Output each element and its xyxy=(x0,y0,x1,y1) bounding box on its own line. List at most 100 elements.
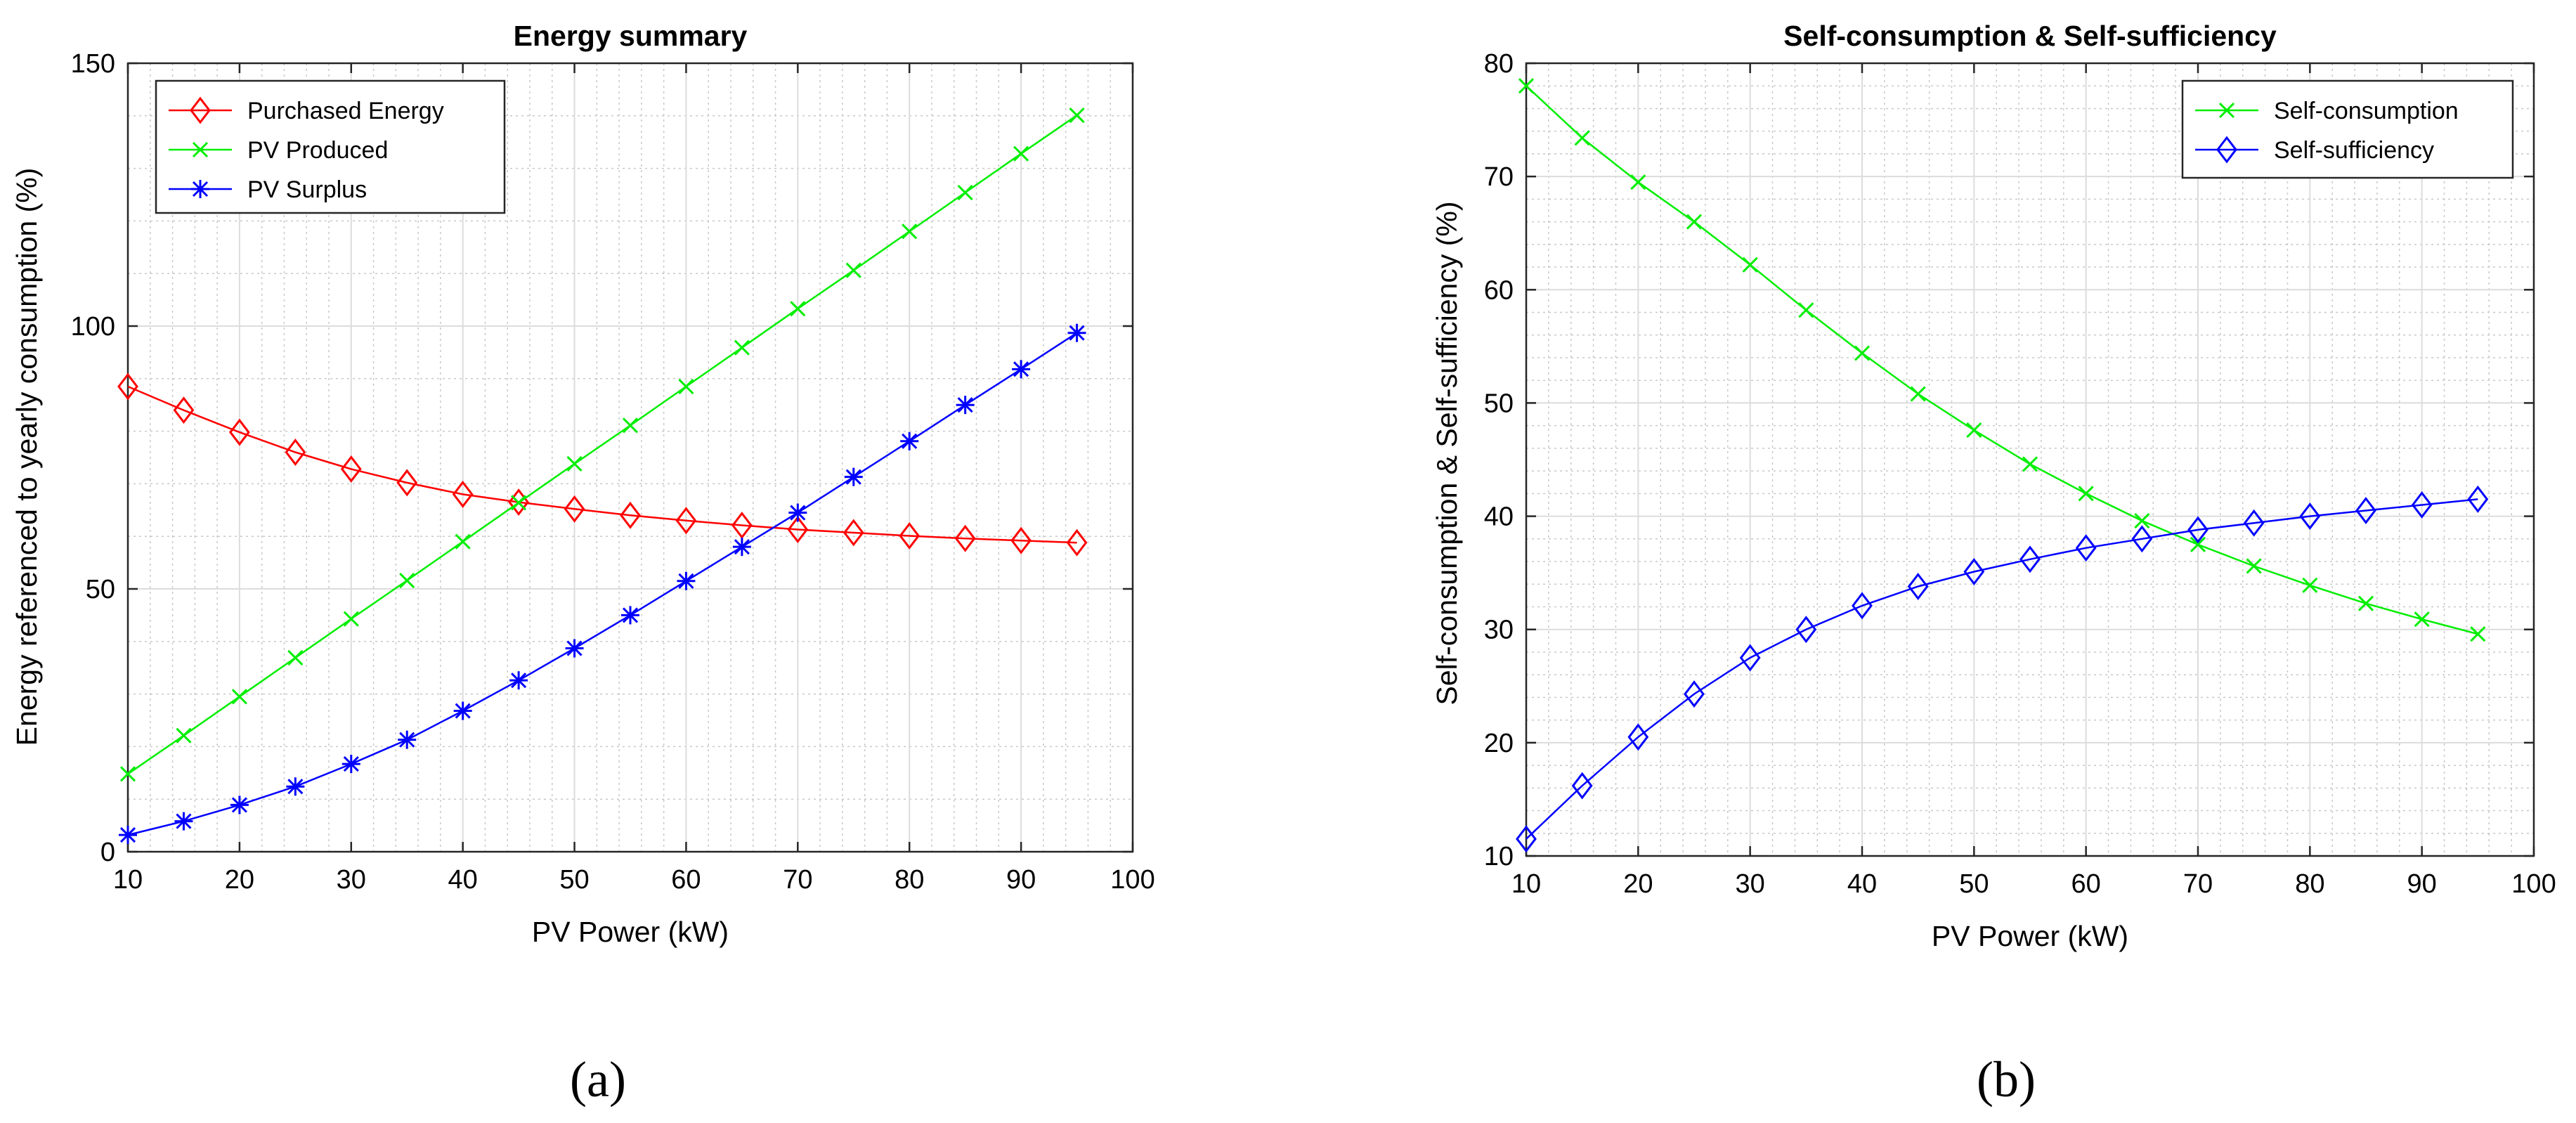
plot-area xyxy=(1526,63,2534,856)
data-point xyxy=(844,467,863,486)
data-point xyxy=(621,606,639,625)
y-tick-label: 100 xyxy=(71,312,115,342)
data-point xyxy=(511,495,527,511)
data-point xyxy=(2357,595,2374,611)
data-point xyxy=(565,639,584,658)
data-point xyxy=(1963,558,1985,586)
data-point xyxy=(119,766,136,782)
data-point xyxy=(843,519,864,547)
x-tick-label: 80 xyxy=(895,865,924,895)
axes-box xyxy=(126,62,1134,853)
data-point xyxy=(396,469,418,497)
data-point xyxy=(1066,528,1088,557)
data-point xyxy=(341,755,360,774)
legend-box xyxy=(155,79,506,214)
legend-marker xyxy=(2218,102,2235,119)
data-point xyxy=(1910,386,1926,402)
data-point xyxy=(1574,130,1590,146)
y-tick-label: 80 xyxy=(1484,49,1514,79)
data-point xyxy=(230,796,249,814)
legend-label: Self-consumption xyxy=(2274,98,2459,124)
legend-marker xyxy=(191,180,209,198)
data-point xyxy=(1012,360,1031,379)
data-point xyxy=(2190,536,2206,552)
data-point xyxy=(453,701,472,720)
data-point xyxy=(455,533,471,550)
x-tick-label: 50 xyxy=(1959,869,1989,899)
data-point xyxy=(1010,526,1032,554)
series-pv-surplus xyxy=(119,323,1086,845)
y-tick-label: 150 xyxy=(71,49,115,79)
data-point xyxy=(845,262,861,278)
panel-caption: (a) xyxy=(570,1051,626,1108)
x-tick-label: 10 xyxy=(113,865,143,895)
data-point xyxy=(732,538,751,557)
data-point xyxy=(1684,680,1705,708)
data-point xyxy=(1516,825,1537,853)
y-tick-label: 50 xyxy=(1484,389,1514,418)
data-point xyxy=(677,571,696,590)
y-tick-label: 10 xyxy=(1484,842,1514,871)
data-point xyxy=(1627,723,1649,751)
data-point xyxy=(564,495,585,523)
data-point xyxy=(2414,611,2430,628)
data-point xyxy=(2243,509,2265,537)
x-tick-label: 30 xyxy=(1736,869,1765,899)
x-tick-label: 60 xyxy=(671,865,701,895)
y-tick-label: 30 xyxy=(1484,616,1514,645)
data-point xyxy=(509,671,528,690)
x-axis-label: PV Power (kW) xyxy=(1932,920,2128,952)
y-tick-label: 20 xyxy=(1484,729,1514,758)
data-point xyxy=(675,507,697,535)
data-point xyxy=(399,572,415,589)
x-tick-label: 90 xyxy=(2407,869,2437,899)
data-point xyxy=(287,649,304,666)
data-point xyxy=(2467,485,2489,513)
data-point xyxy=(678,378,694,395)
series-line xyxy=(127,115,1078,775)
legend-label: Purchased Energy xyxy=(247,98,444,124)
data-point xyxy=(2302,577,2318,593)
data-point xyxy=(1798,302,1814,318)
x-tick-label: 100 xyxy=(1110,865,1154,895)
legend-item: Purchased Energy xyxy=(169,96,444,124)
legend-label: Self-sufficiency xyxy=(2274,137,2434,164)
x-axis-label: PV Power (kW) xyxy=(532,916,729,948)
data-point xyxy=(899,521,921,550)
axes-box xyxy=(1525,62,2535,857)
x-tick-label: 50 xyxy=(559,865,589,895)
data-point xyxy=(2187,516,2209,544)
data-point xyxy=(1069,107,1085,124)
series-self-consumption xyxy=(1518,78,2486,642)
data-point xyxy=(285,439,306,466)
legend-marker xyxy=(2216,136,2237,164)
x-tick-label: 40 xyxy=(1847,869,1877,899)
data-point xyxy=(1630,174,1646,190)
data-point xyxy=(229,418,250,446)
data-point xyxy=(398,730,417,749)
legend-label: PV Surplus xyxy=(247,176,367,203)
data-point xyxy=(788,503,807,522)
legend-item: PV Surplus xyxy=(169,176,367,203)
data-point xyxy=(286,777,305,796)
y-tick-label: 40 xyxy=(1484,502,1514,532)
legend: Self-consumption Self-sufficiency xyxy=(2181,79,2514,179)
legend-marker xyxy=(190,96,211,124)
chart-title: Energy summary xyxy=(514,20,748,52)
legend-label: PV Produced xyxy=(247,137,388,164)
panel-caption: (b) xyxy=(1977,1051,2036,1108)
series-pv-produced xyxy=(119,107,1085,782)
data-point xyxy=(2134,512,2150,529)
x-tick-label: 10 xyxy=(1511,869,1541,899)
y-tick-label: 0 xyxy=(100,838,115,867)
legend-item: Self-sufficiency xyxy=(2195,136,2434,164)
data-point xyxy=(620,501,641,529)
series-line xyxy=(127,332,1078,836)
data-point xyxy=(566,455,583,472)
x-tick-label: 60 xyxy=(2071,869,2101,899)
data-point xyxy=(174,812,193,831)
x-tick-label: 100 xyxy=(2511,869,2556,899)
panel-a: 10 20 30 40 50 60 70 80 90 100 0 50 100 150 Energy sum… xyxy=(11,20,1155,1108)
data-point xyxy=(1518,78,1535,94)
